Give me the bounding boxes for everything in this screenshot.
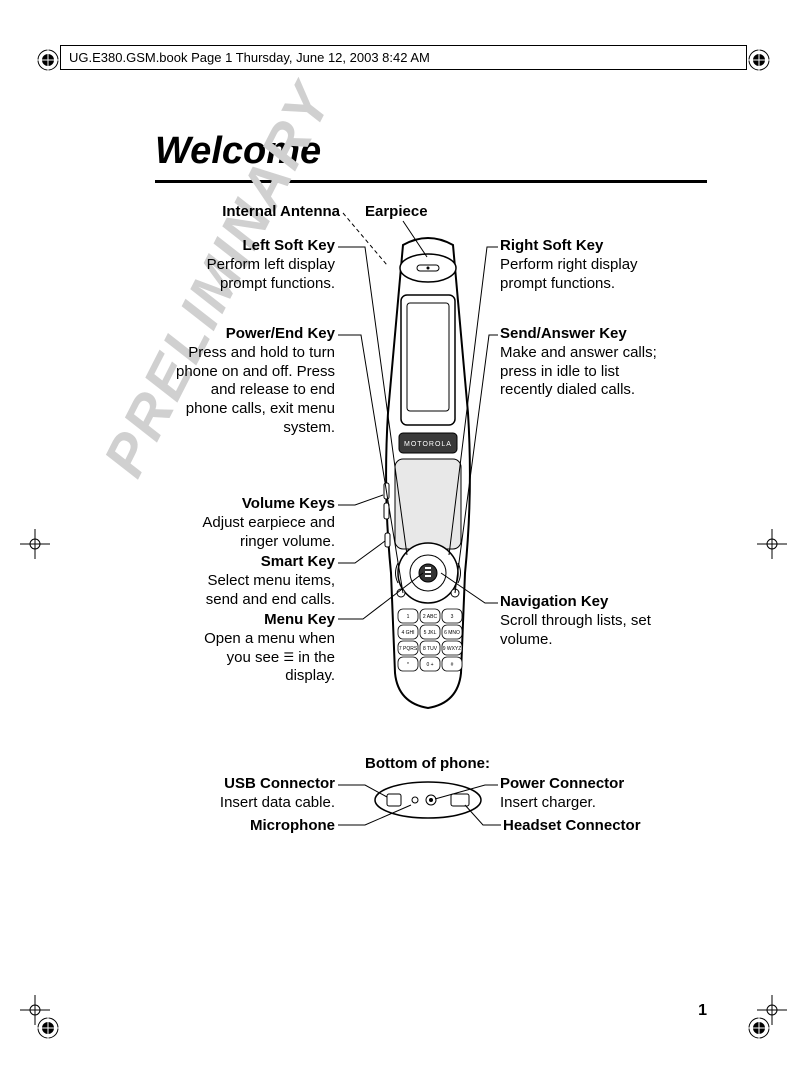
label-usb-connector: USB Connector Insert data cable. [180,775,335,813]
diagram-content: Internal Antenna Earpiece Left Soft Key … [155,195,715,895]
crop-mark-icon [20,995,50,1025]
label-desc: Make and answer calls; press in idle to … [500,344,657,399]
label-title: Headset Connector [503,817,683,836]
label-title: Bottom of phone: [365,755,525,774]
label-headset-connector: Headset Connector [503,817,683,836]
label-smart-key: Smart Key Select menu items, send and en… [180,553,335,609]
title-rule [155,180,707,183]
phone-bottom-illustration [373,780,483,820]
label-title: Left Soft Key [180,237,335,256]
label-title: Navigation Key [500,593,670,612]
label-right-soft-key: Right Soft Key Perform right display pro… [500,237,670,293]
crop-mark-icon [757,529,787,559]
registration-mark-icon [747,48,771,72]
label-power-end-key: Power/End Key Press and hold to turn pho… [170,325,335,438]
label-title: Send/Answer Key [500,325,675,344]
label-title: Power/End Key [170,325,335,344]
label-desc: Insert data cable. [220,794,335,811]
svg-text:0 +: 0 + [426,662,433,668]
label-volume-keys: Volume Keys Adjust earpiece and ringer v… [180,495,335,551]
svg-text:8 TUV: 8 TUV [423,646,438,652]
page-title: Welcome [155,130,321,173]
label-left-soft-key: Left Soft Key Perform left display promp… [180,237,335,293]
label-title: Volume Keys [180,495,335,514]
registration-mark-icon [36,48,60,72]
svg-text:4 GHI: 4 GHI [401,630,414,636]
label-earpiece: Earpiece [365,203,465,222]
label-microphone: Microphone [180,817,335,836]
label-send-answer-key: Send/Answer Key Make and answer calls; p… [500,325,675,400]
svg-text:9 WXYZ: 9 WXYZ [443,646,462,652]
crop-mark-icon [20,529,50,559]
page-number: 1 [698,1002,707,1020]
svg-text:*: * [407,662,409,668]
label-title: Microphone [180,817,335,836]
label-title: Right Soft Key [500,237,670,256]
label-desc: Adjust earpiece and ringer volume. [202,514,335,550]
svg-text:1: 1 [407,614,410,620]
label-desc: Perform right display prompt functions. [500,256,638,292]
svg-text:6 MNO: 6 MNO [444,630,460,636]
label-title: Internal Antenna [185,203,340,222]
header-filename: UG.E380.GSM.book Page 1 Thursday, June 1… [60,45,747,70]
svg-text:5 JKL: 5 JKL [424,630,437,636]
label-title: Menu Key [180,611,335,630]
svg-text:#: # [451,662,454,668]
label-desc: Scroll through lists, set volume. [500,612,651,648]
svg-text:3: 3 [451,614,454,620]
label-title: Earpiece [365,203,465,222]
menu-icon: ☰ [283,650,294,665]
label-internal-antenna: Internal Antenna [185,203,340,222]
crop-mark-icon [757,995,787,1025]
label-power-connector: Power Connector Insert charger. [500,775,670,813]
label-bottom-of-phone: Bottom of phone: [365,755,525,774]
label-title: Smart Key [180,553,335,572]
phone-illustration: MOTOROLA [373,233,483,713]
svg-text:2 ABC: 2 ABC [423,614,438,620]
label-desc: Select menu items, send and end calls. [206,572,335,608]
label-title: Power Connector [500,775,670,794]
svg-text:MOTOROLA: MOTOROLA [404,441,452,448]
label-menu-key: Menu Key Open a menu when you see ☰ in t… [180,611,335,686]
label-navigation-key: Navigation Key Scroll through lists, set… [500,593,670,649]
label-desc: Press and hold to turn phone on and off.… [176,344,335,436]
svg-text:7 PQRS: 7 PQRS [399,646,418,652]
label-desc: Insert charger. [500,794,596,811]
label-title: USB Connector [180,775,335,794]
label-desc: Perform left display prompt functions. [207,256,335,292]
